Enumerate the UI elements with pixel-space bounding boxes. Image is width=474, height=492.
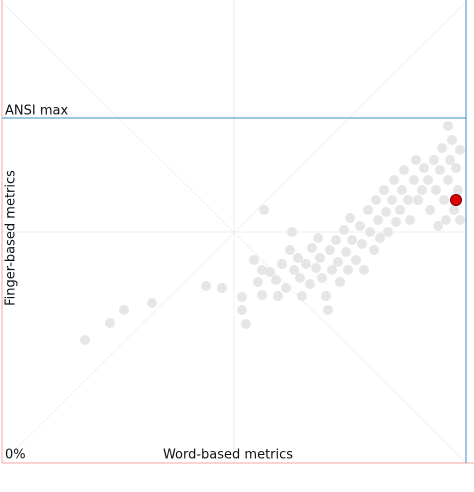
point xyxy=(445,155,455,165)
point xyxy=(369,245,379,255)
point xyxy=(273,291,283,301)
point xyxy=(359,265,369,275)
point xyxy=(315,253,325,263)
point xyxy=(317,273,327,283)
point xyxy=(425,205,435,215)
point xyxy=(383,227,393,237)
point xyxy=(313,233,323,243)
point xyxy=(301,259,311,269)
point xyxy=(325,245,335,255)
point xyxy=(105,318,115,328)
point xyxy=(311,263,321,273)
point xyxy=(265,267,275,277)
point xyxy=(397,185,407,195)
point xyxy=(355,221,365,231)
point xyxy=(389,175,399,185)
point xyxy=(257,265,267,275)
point xyxy=(375,233,385,243)
point xyxy=(413,195,423,205)
point xyxy=(411,155,421,165)
point xyxy=(423,175,433,185)
point xyxy=(289,265,299,275)
point xyxy=(443,121,453,131)
point xyxy=(343,265,353,275)
point xyxy=(321,291,331,301)
reference-label: ANSI max xyxy=(5,104,68,119)
point xyxy=(435,165,445,175)
point xyxy=(431,185,441,195)
highlight-point xyxy=(450,194,462,206)
point xyxy=(80,335,90,345)
point xyxy=(365,227,375,237)
point xyxy=(333,257,343,267)
point xyxy=(271,275,281,285)
point xyxy=(201,281,211,291)
point xyxy=(331,235,341,245)
point xyxy=(297,291,307,301)
point xyxy=(241,319,251,329)
point xyxy=(287,227,297,237)
point xyxy=(277,259,287,269)
point xyxy=(351,255,361,265)
point xyxy=(293,253,303,263)
point xyxy=(249,255,259,265)
point xyxy=(419,163,429,173)
point xyxy=(405,215,415,225)
point xyxy=(345,213,355,223)
point xyxy=(327,265,337,275)
point xyxy=(217,283,227,293)
point xyxy=(237,292,247,302)
point xyxy=(455,215,465,225)
point xyxy=(399,165,409,175)
point xyxy=(339,225,349,235)
point xyxy=(433,221,443,231)
point xyxy=(363,205,373,215)
y-axis-label: Finger-based metrics xyxy=(4,170,19,306)
point xyxy=(453,185,463,195)
point xyxy=(357,239,367,249)
point xyxy=(379,185,389,195)
point xyxy=(341,247,351,257)
y-tick-label: 0% xyxy=(5,448,26,463)
point xyxy=(417,185,427,195)
point xyxy=(455,145,465,155)
point xyxy=(381,207,391,217)
point xyxy=(119,305,129,315)
point xyxy=(259,205,269,215)
point xyxy=(257,290,267,300)
point xyxy=(443,175,453,185)
point xyxy=(437,143,447,153)
point xyxy=(439,195,449,205)
x-axis-label: Word-based metrics xyxy=(163,448,293,463)
point xyxy=(335,277,345,287)
point xyxy=(409,175,419,185)
point xyxy=(305,279,315,289)
point xyxy=(429,155,439,165)
point xyxy=(449,205,459,215)
point xyxy=(307,243,317,253)
point xyxy=(295,273,305,283)
point xyxy=(373,215,383,225)
point xyxy=(147,298,157,308)
point xyxy=(403,195,413,205)
point xyxy=(395,205,405,215)
point xyxy=(391,217,401,227)
point xyxy=(285,245,295,255)
point xyxy=(347,235,357,245)
point xyxy=(387,195,397,205)
point xyxy=(323,305,333,315)
point xyxy=(281,283,291,293)
point xyxy=(253,277,263,287)
point xyxy=(371,195,381,205)
point xyxy=(237,305,247,315)
point xyxy=(451,163,461,173)
point xyxy=(447,135,457,145)
point xyxy=(441,215,451,225)
